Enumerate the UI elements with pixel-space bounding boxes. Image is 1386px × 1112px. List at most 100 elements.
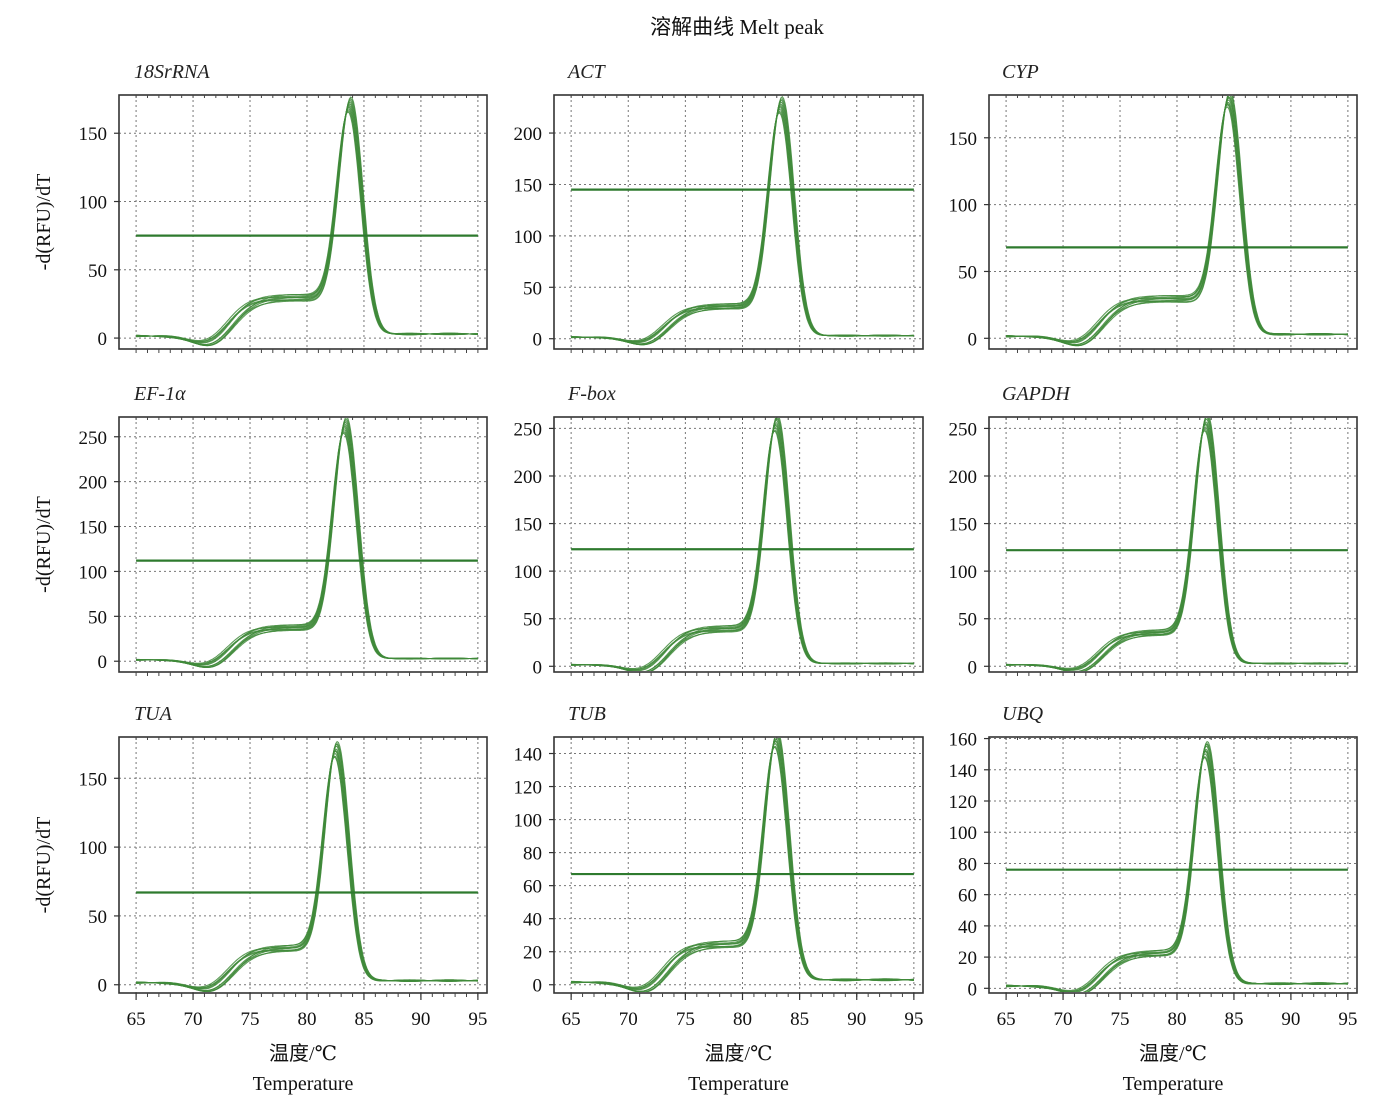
y-tick-label: 60 <box>958 886 977 907</box>
melt-curve <box>136 749 478 992</box>
melt-curve <box>136 418 478 668</box>
melt-panel: F-box 0 50 100 150 200 250 <box>514 383 924 678</box>
y-tick-label: 100 <box>514 562 543 583</box>
y-tick-label: 250 <box>514 419 543 440</box>
y-tick-label: 0 <box>98 976 108 997</box>
y-axis-label: -d(RFU)/dT <box>33 496 55 593</box>
melt-curve <box>1006 423 1348 669</box>
melt-panel: TUA 0 50 100 150 65 70 75 80 85 90 95 温度/℃ Temperatur… <box>33 703 488 1095</box>
x-axis-label-cn: 温度/℃ <box>1139 1042 1207 1065</box>
panels-grid: 18SrRNA 0 50 100 150 -d(RFU)/dT ACT 0 50 100 150 20… <box>33 61 1358 1095</box>
plot-frame <box>553 94 924 350</box>
curve-group <box>1006 96 1348 347</box>
y-tick-label: 150 <box>949 129 978 150</box>
melt-panel: TUB 0 20 40 60 80 100 120 140 65 70 75 80 85 90 95 温度/℃ T… <box>514 703 924 1095</box>
melt-panel: GAPDH 0 50 100 150 200 250 <box>949 383 1358 678</box>
melt-curve <box>1006 96 1348 346</box>
x-axis-label-cn: 温度/℃ <box>269 1042 337 1065</box>
y-tick-label: 40 <box>958 917 977 938</box>
y-tick-label: 50 <box>88 907 107 928</box>
y-tick-label: 50 <box>88 261 107 282</box>
curve-group <box>571 96 914 346</box>
x-axis-label-cn: 温度/℃ <box>705 1042 773 1065</box>
panel-title: 18SrRNA <box>134 61 210 83</box>
plot-frame <box>118 94 488 350</box>
panel-title: GAPDH <box>1002 383 1071 405</box>
y-tick-label: 100 <box>514 227 543 248</box>
y-tick-label: 100 <box>514 811 543 832</box>
x-tick-label: 75 <box>241 1009 260 1030</box>
x-axis-label-en: Temperature <box>253 1073 354 1095</box>
melt-panel: 18SrRNA 0 50 100 150 -d(RFU)/dT <box>33 61 488 353</box>
y-tick-label: 150 <box>514 175 543 196</box>
y-tick-label: 160 <box>949 730 978 751</box>
curve-group <box>571 738 914 992</box>
melt-curve <box>1006 418 1348 671</box>
plot-frame <box>553 736 924 994</box>
melt-curve <box>1006 96 1348 343</box>
y-tick-label: 80 <box>523 844 542 865</box>
y-tick-label: 50 <box>88 607 107 628</box>
x-tick-label: 75 <box>1111 1009 1130 1030</box>
x-tick-label: 70 <box>619 1009 638 1030</box>
y-tick-label: 150 <box>514 515 543 536</box>
y-tick-label: 0 <box>533 330 543 351</box>
melt-curve <box>136 96 478 346</box>
y-tick-label: 0 <box>968 979 978 1000</box>
x-tick-label: 90 <box>411 1009 430 1030</box>
x-tick-label: 85 <box>1224 1009 1243 1030</box>
y-tick-label: 250 <box>949 419 978 440</box>
x-tick-label: 90 <box>847 1009 866 1030</box>
panel-title: TUA <box>134 703 173 725</box>
x-axis-label-en: Temperature <box>688 1073 789 1095</box>
melt-curve <box>136 423 478 668</box>
melt-curve <box>1006 418 1348 671</box>
y-tick-label: 60 <box>523 877 542 898</box>
melt-curve <box>571 738 914 992</box>
y-tick-label: 200 <box>949 467 978 488</box>
melt-curve <box>571 418 914 671</box>
x-tick-label: 85 <box>790 1009 809 1030</box>
plot-frame <box>118 736 488 994</box>
melt-curve <box>571 418 914 671</box>
panel-title: ACT <box>566 61 607 83</box>
x-tick-label: 65 <box>127 1009 146 1030</box>
y-tick-label: 0 <box>968 329 978 350</box>
y-tick-label: 0 <box>533 657 543 678</box>
y-tick-label: 0 <box>98 652 108 673</box>
y-tick-label: 50 <box>958 610 977 631</box>
y-tick-label: 140 <box>949 761 978 782</box>
y-tick-label: 100 <box>79 193 108 214</box>
panel-title: F-box <box>567 383 616 405</box>
y-tick-label: 200 <box>79 473 108 494</box>
panel-title: EF-1α <box>133 383 186 405</box>
y-tick-label: 100 <box>79 838 108 859</box>
x-tick-label: 65 <box>562 1009 581 1030</box>
y-tick-label: 100 <box>949 196 978 217</box>
melt-curve <box>136 743 478 989</box>
curve-group <box>136 740 478 992</box>
melt-curve <box>1006 96 1348 343</box>
y-tick-label: 50 <box>523 610 542 631</box>
y-tick-label: 150 <box>949 515 978 536</box>
y-axis-label: -d(RFU)/dT <box>33 174 55 271</box>
y-tick-label: 100 <box>949 823 978 844</box>
melt-curve <box>136 740 478 992</box>
panel-title: CYP <box>1002 61 1039 83</box>
y-tick-label: 50 <box>523 278 542 299</box>
curve-group <box>136 96 478 347</box>
panel-title: TUB <box>568 703 606 725</box>
y-tick-label: 120 <box>949 792 978 813</box>
y-tick-label: 0 <box>533 976 543 997</box>
melt-panel: ACT 0 50 100 150 200 <box>514 61 924 353</box>
x-tick-label: 70 <box>184 1009 203 1030</box>
x-tick-label: 65 <box>997 1009 1016 1030</box>
melt-panel: CYP 0 50 100 150 <box>949 61 1358 353</box>
y-tick-label: 150 <box>79 518 108 539</box>
curve-group <box>1006 418 1348 671</box>
y-tick-label: 100 <box>79 562 108 583</box>
y-axis-label: -d(RFU)/dT <box>33 817 55 914</box>
x-tick-label: 90 <box>1281 1009 1300 1030</box>
melt-curve <box>571 429 914 671</box>
